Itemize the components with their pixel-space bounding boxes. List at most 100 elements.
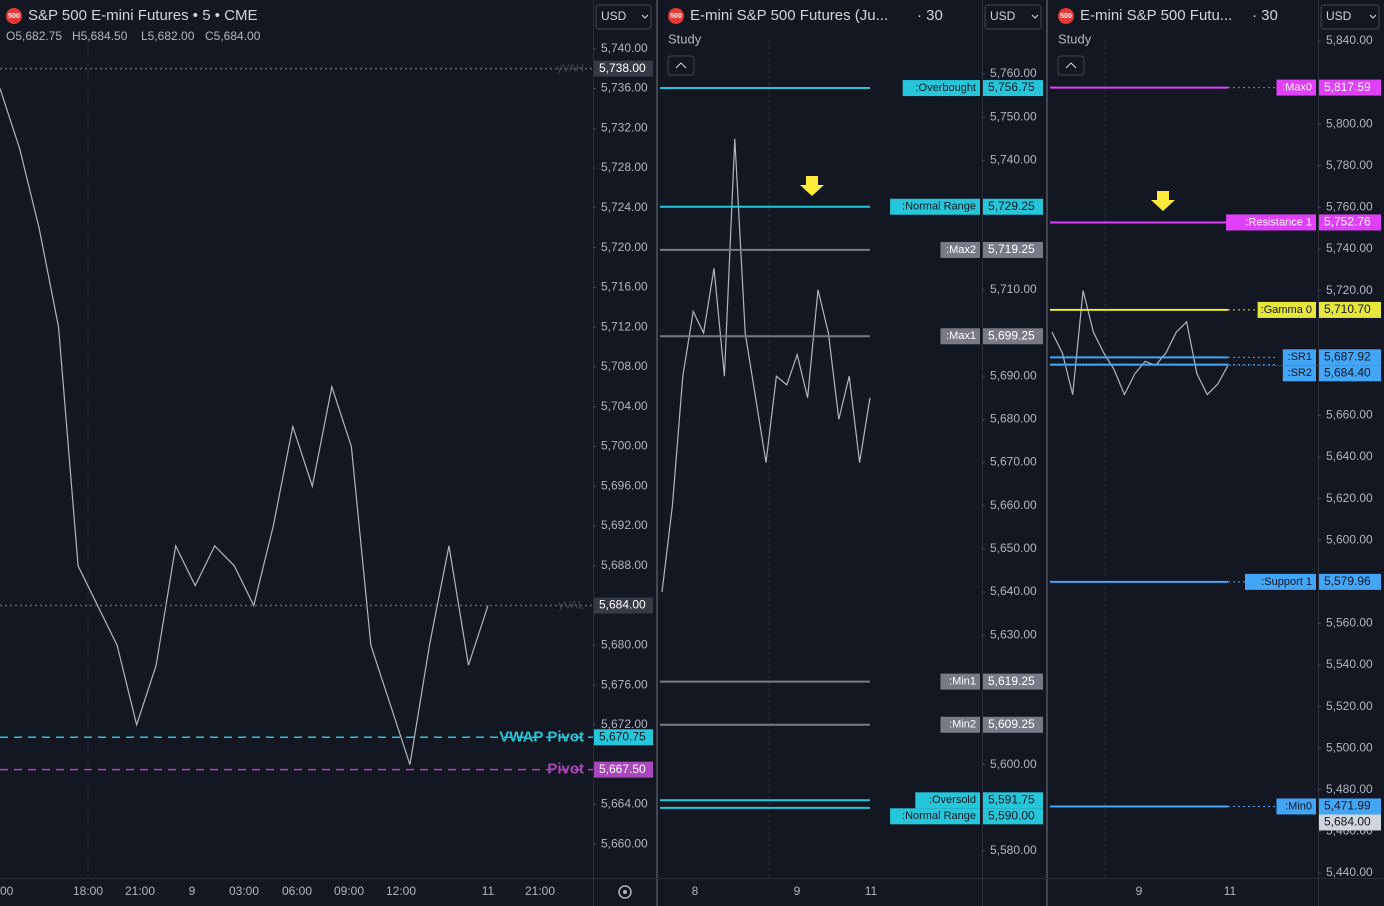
- price-line: [1051, 290, 1229, 397]
- collapse-icon: [1065, 62, 1077, 69]
- chart-title: E-mini S&P 500 Futu...: [1080, 7, 1232, 24]
- level-name-box: [1282, 349, 1316, 366]
- level-name: :Max2: [946, 244, 976, 256]
- y-tick-label: 5,676.00: [601, 677, 648, 691]
- y-tick-label: 5,800.00: [1326, 116, 1373, 130]
- price-label: 5,752.76: [1324, 215, 1371, 229]
- ohlc-value: O5,682.75: [6, 29, 62, 43]
- level-name-box: [1282, 365, 1316, 382]
- y-tick-label: 5,720.00: [601, 240, 648, 254]
- dropdown-icon: [641, 14, 649, 19]
- currency-select[interactable]: [595, 4, 652, 30]
- level-name: :Min1: [949, 676, 976, 688]
- level-name: VWAP Pivot: [499, 728, 584, 745]
- ohlc-value: L5,682.00: [141, 29, 195, 43]
- price-label: 5,719.25: [988, 242, 1035, 256]
- vertical-grid: [87, 40, 1106, 878]
- price-line: [661, 138, 871, 593]
- price-label-box: [594, 729, 653, 746]
- price-label: 5,684.00: [599, 598, 646, 612]
- level-name-box: [940, 328, 980, 345]
- ohlc-value: H5,684.50: [72, 29, 128, 43]
- level-name-box: [1276, 798, 1316, 815]
- price-label-box: [983, 241, 1043, 258]
- y-tick-label: 5,660.00: [1326, 408, 1373, 422]
- level-name: :Max1: [946, 330, 976, 342]
- level-name-box: [940, 241, 980, 258]
- currency: USD: [601, 9, 627, 23]
- level-name: :SR2: [1288, 367, 1312, 379]
- level-name: :Resistance 1: [1245, 216, 1312, 228]
- x-tick-label: 11: [1224, 884, 1237, 898]
- price-label: 5,756.75: [988, 80, 1035, 94]
- y-tick-label: 5,740.00: [1326, 241, 1373, 255]
- price-label: 5,590.00: [988, 808, 1035, 822]
- y-tick-label: 5,620.00: [1326, 491, 1373, 505]
- price-line: [0, 88, 489, 765]
- price-label-box: [983, 328, 1043, 345]
- price-label: 5,729.25: [988, 199, 1035, 213]
- price-label: 5,579.96: [1324, 574, 1371, 588]
- study-label: Study: [1058, 31, 1092, 46]
- y-tick-label: 5,720.00: [1326, 283, 1373, 297]
- level-name-box: [1226, 214, 1316, 231]
- level-name: :SR1: [1288, 351, 1312, 363]
- chart-title: S&P 500 E-mini Futures • 5 • CME: [28, 7, 257, 24]
- y-tick-label: 5,690.00: [990, 368, 1037, 382]
- y-tick-label: 5,660.00: [601, 836, 648, 850]
- price-label-box: [983, 808, 1043, 825]
- y-tick-label: 5,740.00: [990, 153, 1037, 167]
- price-label-box: [1319, 214, 1381, 231]
- level-name-box: [940, 716, 980, 733]
- level-name: :Normal Range: [902, 201, 976, 213]
- x-tick-label: 18:00: [73, 884, 103, 898]
- y-tick-label: 5,640.00: [990, 584, 1037, 598]
- price-label-box: [1319, 79, 1381, 96]
- price-label: 5,471.99: [1324, 799, 1371, 813]
- level-name-box: [1276, 79, 1316, 96]
- price-label: 5,667.50: [599, 762, 646, 776]
- level-name-box: [902, 80, 980, 97]
- currency-select[interactable]: [1320, 4, 1380, 30]
- level-name: :Normal Range: [902, 810, 976, 822]
- y-tick-label: 5,716.00: [601, 280, 648, 294]
- y-tick-label: 5,736.00: [601, 81, 648, 95]
- price-label: 5,687.92: [1324, 349, 1371, 363]
- price-label-box: [1319, 301, 1381, 318]
- study-label: Study: [668, 31, 702, 46]
- price-label: 5,684.40: [1324, 365, 1371, 379]
- price-label-box: [1319, 365, 1381, 382]
- y-tick-label: 5,724.00: [601, 200, 648, 214]
- y-tick-label: 5,664.00: [601, 797, 648, 811]
- x-tick-label: 9: [1136, 884, 1143, 898]
- y-tick-label: 5,580.00: [990, 843, 1037, 857]
- settings-icon[interactable]: [618, 885, 632, 899]
- collapse-button[interactable]: [1057, 55, 1085, 76]
- level-name-box: [890, 808, 980, 825]
- symbol-badge: [1058, 8, 1074, 24]
- badge-text: 500: [670, 13, 682, 20]
- collapse-icon: [675, 62, 687, 69]
- y-tick-label: 5,440.00: [1326, 865, 1373, 879]
- x-tick-label: 21:00: [125, 884, 155, 898]
- level-name: yVAH: [557, 63, 584, 75]
- y-tick-label: 5,732.00: [601, 120, 648, 134]
- level-name: Pivot: [547, 761, 584, 778]
- dropdown-icon: [1369, 14, 1377, 19]
- collapse-button[interactable]: [667, 55, 695, 76]
- price-label-box: [983, 198, 1043, 215]
- y-tick-label: 5,712.00: [601, 319, 648, 333]
- price-label-box: [983, 716, 1043, 733]
- y-tick-label: 5,650.00: [990, 541, 1037, 555]
- y-tick-label: 5,480.00: [1326, 782, 1373, 796]
- y-tick-label: 5,600.00: [990, 757, 1037, 771]
- level-name-box: [1245, 573, 1316, 590]
- arrow-markers: [800, 176, 1175, 211]
- y-tick-label: 5,520.00: [1326, 699, 1373, 713]
- price-label-box: [983, 673, 1043, 690]
- currency-select[interactable]: [984, 4, 1042, 30]
- price-label: 5,609.25: [988, 717, 1035, 731]
- level-name-box: [915, 792, 980, 809]
- symbol-badge: [6, 8, 22, 24]
